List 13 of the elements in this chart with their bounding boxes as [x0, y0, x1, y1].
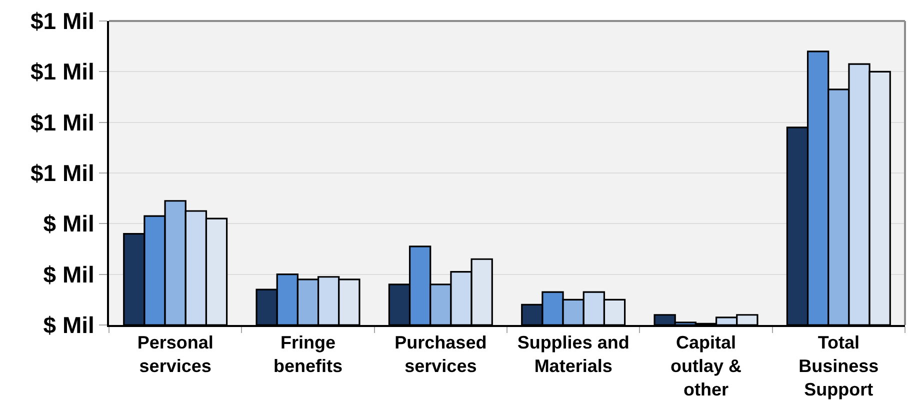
y-tick-label: $1 Mil [30, 58, 94, 85]
y-tick-label: $1 Mil [30, 8, 94, 34]
x-tick-label: Purchased services [394, 332, 487, 376]
x-tick-label: Supplies and Materials [517, 332, 630, 376]
y-tick-label: $ Mil [43, 312, 94, 338]
x-tick-label: Capital outlay & other [670, 332, 742, 400]
y-tick-label: $ Mil [43, 261, 94, 288]
x-tick-label: Total Business Support [798, 332, 879, 400]
x-tick-label: Personal services [137, 332, 214, 376]
y-tick-label: $ Mil [43, 210, 94, 237]
x-tick-label: Fringe benefits [273, 332, 343, 376]
y-tick-label: $1 Mil [30, 109, 94, 136]
y-tick-label: $1 Mil [30, 160, 94, 186]
